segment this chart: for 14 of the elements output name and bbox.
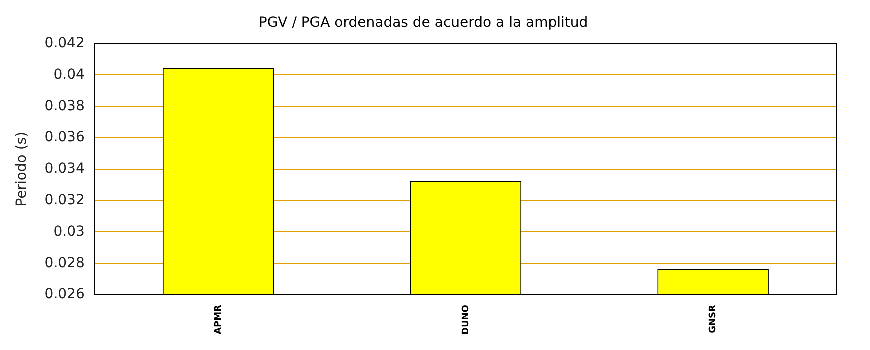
x-tick-label: DUNO: [461, 304, 472, 336]
y-tick-label: 0.036: [44, 130, 85, 146]
y-tick-label: 0.03: [54, 224, 85, 240]
y-tick-label: 0.028: [44, 255, 85, 272]
y-tick-label: 0.026: [44, 286, 85, 303]
y-tick-label: 0.032: [44, 192, 85, 208]
y-tick-label: 0.04: [54, 66, 85, 83]
chart-title: PGV / PGA ordenadas de acuerdo a la amplitud: [258, 15, 588, 32]
y-tick-label: 0.034: [44, 161, 85, 178]
x-tick-label: GNSR: [708, 304, 719, 334]
y-tick-label: 0.042: [44, 35, 85, 52]
y-tick-label: 0.038: [44, 98, 85, 114]
x-tick-label: APMR: [214, 304, 224, 334]
y-axis-title: Periodo (s): [14, 132, 30, 207]
